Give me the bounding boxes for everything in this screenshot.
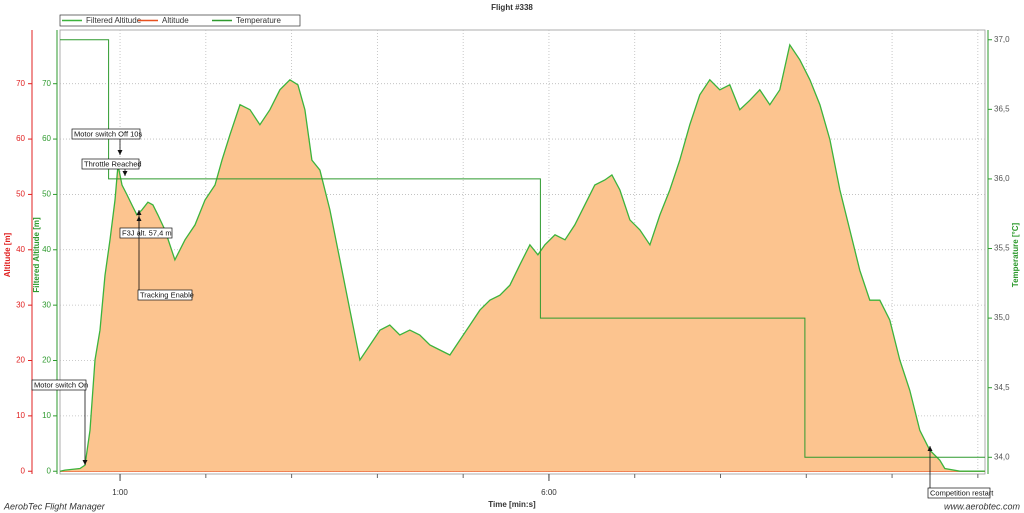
area (60, 44, 985, 472)
y-tick-label: 30 (42, 300, 51, 309)
y2-tick-label: 34,0 (994, 452, 1010, 461)
y-tick-label: 20 (42, 356, 51, 365)
annotation: Tracking Enable (140, 290, 194, 299)
annotation: Throttle Reached (84, 159, 142, 168)
y2-axis-label: Temperature [°C] (1011, 222, 1020, 287)
y-tick-label-left: 30 (16, 300, 25, 309)
y2-tick-label: 35,5 (994, 244, 1010, 253)
y-tick-label: 70 (42, 79, 51, 88)
x-axis-label: Time [min:s] (488, 500, 536, 509)
annotation: Motor switch Off 10s (74, 129, 142, 138)
annotation-box (119, 227, 173, 239)
y2-tick-label: 36,5 (994, 104, 1010, 113)
annotation-arrow (122, 171, 128, 176)
annotation-box (927, 487, 991, 499)
annotation: Motor switch On (34, 380, 88, 389)
y-tick-label-left: 70 (16, 79, 25, 88)
chart-title: Flight #338 (491, 3, 533, 12)
legend-label: Altitude (162, 16, 189, 25)
line (60, 39, 985, 458)
y-tick-label: 40 (42, 245, 51, 254)
annotation: F3J alt. 57,4 m (122, 228, 172, 237)
y-tick-label-left: 50 (16, 190, 25, 199)
legend (59, 14, 301, 27)
legend-label: Filtered Altitude (86, 16, 142, 25)
annotation-arrow (117, 150, 123, 155)
annotation-box (81, 158, 140, 170)
y2-tick-label: 37,0 (994, 35, 1010, 44)
y-tick-label-left: 20 (16, 356, 25, 365)
y-tick-label-left: 0 (21, 466, 26, 475)
y2-tick-label: 34,5 (994, 383, 1010, 392)
x-tick-label: 6:00 (541, 488, 557, 497)
y2-tick-label: 35,0 (994, 313, 1010, 322)
y-tick-label: 0 (47, 466, 52, 475)
y-tick-label-left: 60 (16, 134, 25, 143)
annotation-arrow (136, 210, 142, 215)
x-tick-label: 1:00 (112, 488, 128, 497)
annotation-box (137, 289, 193, 301)
legend-label: Temperature (236, 16, 281, 25)
y-axis-label-left: Altitude [m] (3, 232, 12, 277)
annotation-arrow (82, 460, 88, 465)
y-tick-label: 10 (42, 411, 51, 420)
annotation-box (31, 379, 87, 391)
annotation-arrow (136, 216, 142, 221)
y2-tick-label: 36,0 (994, 174, 1010, 183)
footer-right: www.aerobtec.com (944, 501, 1021, 511)
annotation-box (71, 128, 141, 140)
annotation: Competition restart (930, 488, 994, 497)
annotation-arrow (927, 446, 933, 451)
y-tick-label-left: 40 (16, 245, 25, 254)
y-tick-label: 60 (42, 134, 51, 143)
footer-left: AerobTec Flight Manager (3, 501, 106, 511)
y-axis-label: Filtered Altitude [m] (32, 217, 41, 293)
y-tick-label-left: 10 (16, 411, 25, 420)
line (59, 43, 985, 472)
y-tick-label: 50 (42, 190, 51, 199)
